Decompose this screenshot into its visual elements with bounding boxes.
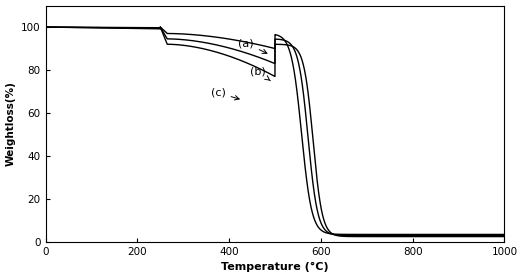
Y-axis label: Weightloss(%): Weightloss(%) bbox=[6, 81, 16, 166]
Text: (c): (c) bbox=[211, 88, 239, 100]
Text: (b): (b) bbox=[250, 66, 270, 81]
X-axis label: Temperature (°C): Temperature (°C) bbox=[221, 262, 329, 272]
Text: (a): (a) bbox=[238, 38, 267, 53]
